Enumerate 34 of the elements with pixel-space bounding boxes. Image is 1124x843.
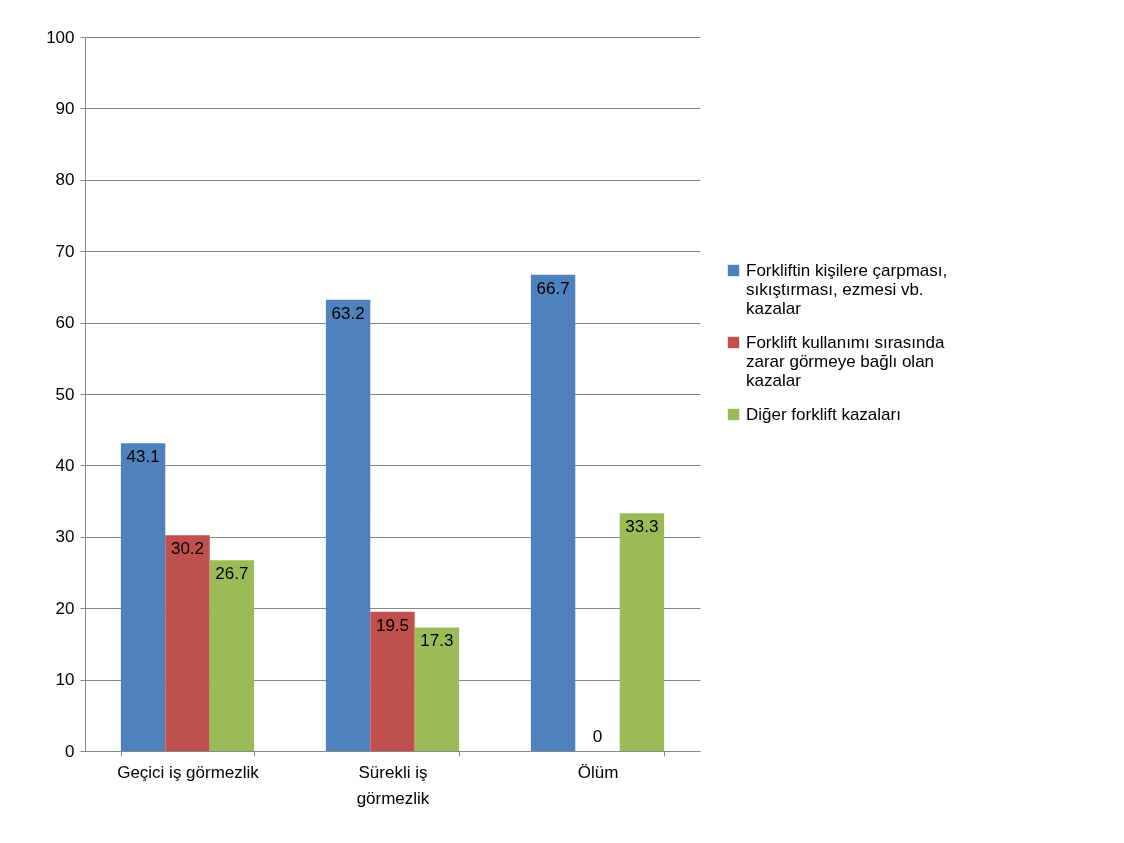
legend-label: Diğer forklift kazaları bbox=[746, 404, 901, 424]
bar bbox=[209, 560, 255, 751]
data-label: 26.7 bbox=[215, 564, 249, 584]
bar bbox=[325, 299, 371, 751]
data-label: 30.2 bbox=[170, 539, 205, 559]
x-tick-label: Geçici iş görmezlik bbox=[117, 762, 260, 782]
data-label: 0 bbox=[592, 727, 603, 746]
data-label: 66.7 bbox=[536, 278, 570, 298]
bar bbox=[120, 443, 166, 751]
y-tick-label: 100 bbox=[46, 27, 75, 47]
y-tick-label: 40 bbox=[55, 455, 75, 475]
bar bbox=[619, 513, 665, 751]
bar bbox=[414, 627, 460, 751]
data-label: 17.3 bbox=[420, 631, 454, 651]
y-tick-label: 50 bbox=[55, 384, 75, 404]
bar bbox=[530, 274, 576, 751]
data-label: 63.2 bbox=[331, 303, 365, 323]
y-tick-label: 80 bbox=[55, 170, 75, 190]
legend-label: Forklift kullanımı sırasında zarar görmeye bağlı olan kazalar bbox=[746, 332, 945, 390]
y-tick-label: 30 bbox=[55, 527, 75, 547]
x-tick-label: Sürekli iş görmezlik bbox=[356, 762, 430, 808]
data-label: 43.1 bbox=[126, 447, 160, 467]
bar bbox=[165, 535, 210, 751]
legend-label: Forkliftin kişilere çarpması, sıkıştırması, ezmesi vb. kazalar bbox=[746, 260, 948, 318]
bar bbox=[370, 611, 415, 751]
y-tick-label: 60 bbox=[55, 313, 75, 333]
data-label: 33.3 bbox=[625, 517, 659, 537]
y-tick-label: 70 bbox=[55, 241, 75, 261]
x-tick-label: Ölüm bbox=[577, 762, 619, 782]
data-label: 19.5 bbox=[375, 615, 410, 635]
y-tick-label: 20 bbox=[55, 598, 75, 618]
y-tick-label: 0 bbox=[65, 741, 75, 761]
y-tick-label: 90 bbox=[55, 98, 75, 118]
y-tick-label: 10 bbox=[55, 670, 75, 690]
